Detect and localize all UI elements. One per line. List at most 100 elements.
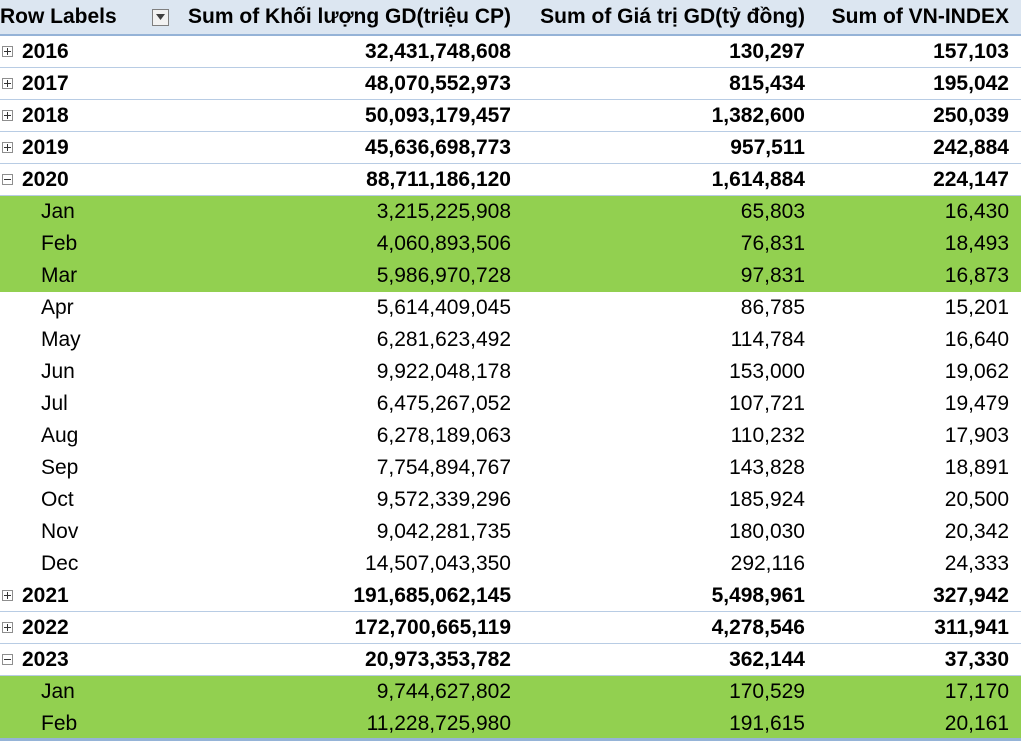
value-gia-tri: 362,144 [729, 647, 805, 671]
year-row-2021[interactable]: 2021 191,685,062,145 5,498,961 327,942 [0, 580, 1021, 612]
year-row-2016[interactable]: 2016 32,431,748,608 130,297 157,103 [0, 36, 1021, 68]
year-row-2022[interactable]: 2022 172,700,665,119 4,278,546 311,941 [0, 612, 1021, 644]
month-row[interactable]: Oct 9,572,339,296 185,924 20,500 [0, 484, 1021, 516]
value-gia-tri: 130,297 [729, 39, 805, 63]
row-label: 2016 [22, 39, 69, 63]
value-khoi-luong: 5,986,970,728 [376, 264, 511, 287]
month-row[interactable]: Feb 4,060,893,506 76,831 18,493 [0, 228, 1021, 260]
value-gia-tri: 191,615 [729, 712, 805, 735]
row-label: Nov [41, 520, 79, 543]
value-vn-index: 37,330 [944, 647, 1009, 671]
month-row[interactable]: Feb 11,228,725,980 191,615 20,161 [0, 708, 1021, 740]
value-gia-tri: 180,030 [729, 520, 805, 543]
value-khoi-luong: 20,973,353,782 [365, 647, 511, 671]
row-label-cell: 2022 [0, 616, 175, 640]
value-vn-index: 16,640 [944, 328, 1009, 351]
row-label: Dec [41, 552, 79, 575]
value-gia-tri: 292,116 [730, 552, 805, 575]
month-row[interactable]: Jan 3,215,225,908 65,803 16,430 [0, 196, 1021, 228]
value-khoi-luong: 9,922,048,178 [376, 360, 511, 383]
row-label-cell: 2020 [0, 168, 175, 192]
value-gia-tri: 86,785 [740, 296, 805, 319]
value-vn-index: 20,500 [944, 488, 1009, 511]
expand-plus-icon[interactable] [2, 46, 13, 57]
header-gia-tri[interactable]: Sum of Giá trị GD(tỷ đồng) [540, 5, 805, 28]
year-row-2020[interactable]: 2020 88,711,186,120 1,614,884 224,147 [0, 164, 1021, 196]
value-vn-index: 17,170 [944, 680, 1009, 703]
value-khoi-luong: 48,070,552,973 [365, 71, 511, 95]
month-row[interactable]: Mar 5,986,970,728 97,831 16,873 [0, 260, 1021, 292]
value-gia-tri: 957,511 [730, 135, 805, 159]
value-vn-index: 327,942 [933, 583, 1009, 607]
row-label: 2019 [22, 135, 69, 159]
month-row[interactable]: Nov 9,042,281,735 180,030 20,342 [0, 516, 1021, 548]
year-row-2023[interactable]: 2023 20,973,353,782 362,144 37,330 [0, 644, 1021, 676]
row-labels-header[interactable]: Row Labels [0, 5, 175, 29]
row-label: 2020 [22, 167, 69, 191]
value-vn-index: 18,891 [944, 456, 1009, 479]
year-row-2017[interactable]: 2017 48,070,552,973 815,434 195,042 [0, 68, 1021, 100]
year-row-2018[interactable]: 2018 50,093,179,457 1,382,600 250,039 [0, 100, 1021, 132]
value-khoi-luong: 172,700,665,119 [354, 615, 512, 639]
month-row[interactable]: May 6,281,623,492 114,784 16,640 [0, 324, 1021, 356]
month-row[interactable]: Dec 14,507,043,350 292,116 24,333 [0, 548, 1021, 580]
table-bottom-border [0, 738, 1021, 741]
expand-plus-icon[interactable] [2, 110, 13, 121]
row-label: Aug [41, 424, 79, 447]
row-label: Jun [41, 360, 75, 383]
value-khoi-luong: 6,278,189,063 [376, 424, 511, 447]
row-label: Apr [41, 296, 74, 319]
value-khoi-luong: 9,744,627,802 [376, 680, 511, 703]
row-labels-header-text: Row Labels [0, 5, 117, 28]
value-khoi-luong: 45,636,698,773 [365, 135, 511, 159]
month-row[interactable]: Jul 6,475,267,052 107,721 19,479 [0, 388, 1021, 420]
value-vn-index: 20,161 [944, 712, 1009, 735]
value-gia-tri: 107,721 [729, 392, 805, 415]
value-vn-index: 19,479 [944, 392, 1009, 415]
value-khoi-luong: 5,614,409,045 [376, 296, 511, 319]
expand-plus-icon[interactable] [2, 142, 13, 153]
month-row[interactable]: Jan 9,744,627,802 170,529 17,170 [0, 676, 1021, 708]
value-khoi-luong: 191,685,062,145 [353, 583, 511, 607]
month-row[interactable]: Sep 7,754,894,767 143,828 18,891 [0, 452, 1021, 484]
month-row[interactable]: Aug 6,278,189,063 110,232 17,903 [0, 420, 1021, 452]
value-vn-index: 18,493 [944, 232, 1009, 255]
month-row[interactable]: Jun 9,922,048,178 153,000 19,062 [0, 356, 1021, 388]
expand-plus-icon[interactable] [2, 590, 13, 601]
value-vn-index: 24,333 [944, 552, 1009, 575]
value-vn-index: 19,062 [944, 360, 1009, 383]
value-khoi-luong: 3,215,225,908 [376, 200, 511, 223]
value-vn-index: 17,903 [944, 424, 1009, 447]
value-vn-index: 16,430 [944, 200, 1009, 223]
expand-plus-icon[interactable] [2, 78, 13, 89]
value-gia-tri: 110,232 [730, 424, 805, 447]
value-gia-tri: 153,000 [729, 360, 805, 383]
value-gia-tri: 76,831 [740, 232, 805, 255]
expand-plus-icon[interactable] [2, 622, 13, 633]
header-vn-index[interactable]: Sum of VN-INDEX [831, 5, 1009, 28]
row-label: May [41, 328, 81, 351]
row-label-cell: 2021 [0, 584, 175, 608]
collapse-minus-icon[interactable] [2, 654, 13, 665]
value-khoi-luong: 88,711,186,120 [366, 167, 511, 191]
collapse-minus-icon[interactable] [2, 174, 13, 185]
year-row-2019[interactable]: 2019 45,636,698,773 957,511 242,884 [0, 132, 1021, 164]
value-gia-tri: 185,924 [729, 488, 805, 511]
value-vn-index: 311,941 [934, 615, 1009, 639]
row-label: 2023 [22, 647, 69, 671]
value-khoi-luong: 9,572,339,296 [376, 488, 511, 511]
month-row[interactable]: Apr 5,614,409,045 86,785 15,201 [0, 292, 1021, 324]
row-label: Jan [41, 200, 75, 223]
row-label: Feb [41, 232, 78, 255]
value-vn-index: 157,103 [933, 39, 1009, 63]
row-label: Jul [41, 392, 68, 415]
header-khoi-luong[interactable]: Sum of Khối lượng GD(triệu CP) [188, 5, 511, 28]
row-label: 2021 [22, 583, 69, 607]
value-khoi-luong: 14,507,043,350 [365, 552, 511, 575]
value-vn-index: 224,147 [933, 167, 1009, 191]
filter-dropdown-icon[interactable] [152, 8, 169, 26]
value-vn-index: 16,873 [944, 264, 1009, 287]
value-vn-index: 15,201 [944, 296, 1009, 319]
value-vn-index: 250,039 [933, 103, 1009, 127]
